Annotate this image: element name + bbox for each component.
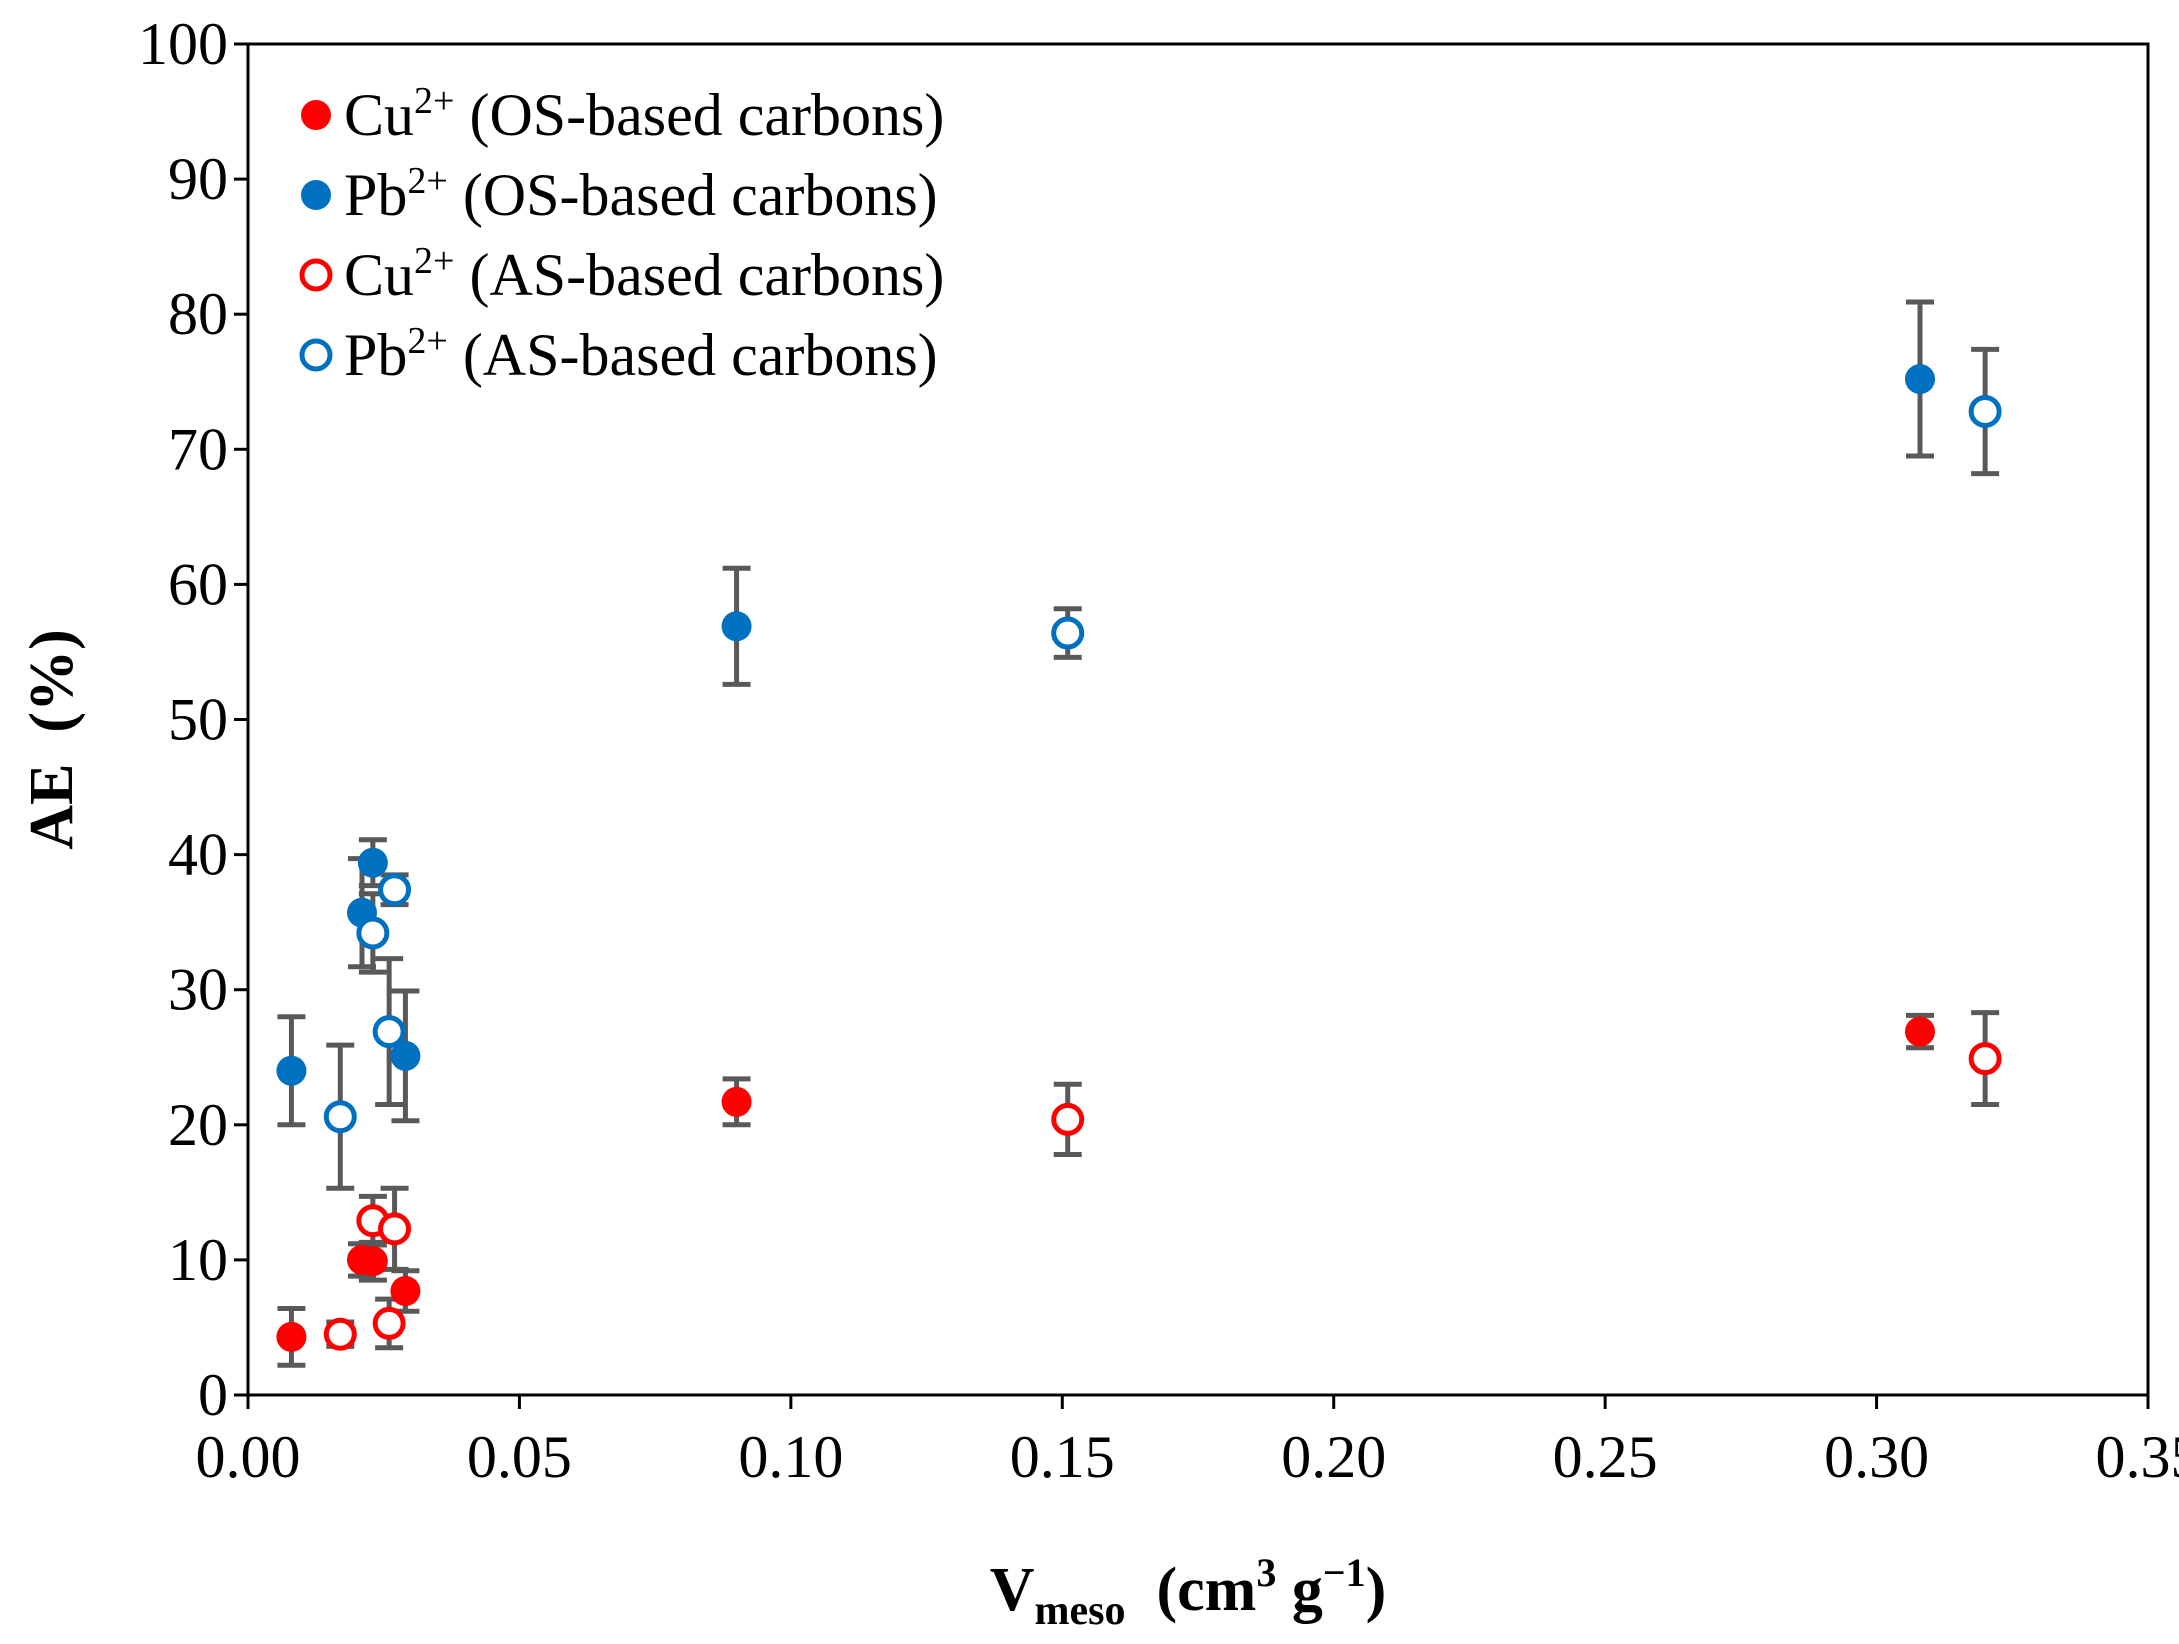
x-tick-label: 0.30	[1824, 1424, 1929, 1490]
point-pb-os	[721, 611, 752, 642]
y-tick-label: 100	[138, 11, 228, 77]
point-cu-os	[357, 1246, 388, 1277]
point-pb-as	[372, 1015, 406, 1049]
point-pb-as	[356, 916, 390, 950]
legend-label: Cu2+ (AS-based carbons)	[344, 240, 944, 308]
point-cu-as	[1051, 1102, 1085, 1136]
y-axis-ticks: 0 10 20 30 40 50 60 70 80 90 100	[138, 11, 248, 1428]
legend-label: Cu2+ (OS-based carbons)	[344, 80, 944, 148]
y-axis-title: AE (%)	[18, 629, 86, 849]
x-tick-label: 0.15	[1010, 1424, 1115, 1490]
legend-marker	[299, 258, 333, 292]
point-pb-os	[390, 1040, 421, 1071]
legend-item: Pb2+ (OS-based carbons)	[301, 160, 938, 228]
plot-area-frame	[246, 42, 2150, 1397]
x-tick-label: 0.00	[196, 1424, 301, 1490]
point-pb-as	[378, 873, 412, 907]
y-tick-label: 0	[198, 1362, 228, 1428]
point-pb-as	[1051, 616, 1085, 650]
legend-item: Cu2+ (AS-based carbons)	[299, 240, 944, 308]
y-tick-label: 90	[168, 146, 228, 212]
y-tick-label: 50	[168, 687, 228, 753]
point-cu-os	[721, 1086, 752, 1117]
y-tick-label: 40	[168, 822, 228, 888]
point-pb-os	[276, 1055, 307, 1086]
point-cu-as	[1968, 1042, 2002, 1076]
point-cu-as	[378, 1212, 412, 1246]
legend-label: Pb2+ (AS-based carbons)	[344, 320, 938, 388]
legend-marker	[301, 100, 331, 130]
legend: Cu2+ (OS-based carbons) Pb2+ (OS-based ca…	[299, 80, 944, 388]
legend-marker	[299, 338, 333, 372]
point-pb-os	[1905, 364, 1935, 395]
y-tick-label: 70	[168, 416, 228, 482]
y-tick-label: 20	[168, 1092, 228, 1158]
x-tick-label: 0.25	[1553, 1424, 1658, 1490]
point-cu-as	[372, 1306, 406, 1340]
legend-item: Cu2+ (OS-based carbons)	[301, 80, 944, 148]
x-tick-label: 0.35	[2096, 1424, 2179, 1490]
y-tick-label: 80	[168, 281, 228, 347]
legend-marker	[301, 180, 331, 210]
legend-label: Pb2+ (OS-based carbons)	[344, 160, 938, 228]
x-axis-ticks: 0.00 0.05 0.10 0.15 0.20 0.25 0.30 0.35	[196, 1395, 2179, 1490]
point-pb-as	[1968, 394, 2002, 428]
point-cu-os	[390, 1275, 421, 1306]
x-tick-label: 0.05	[467, 1424, 572, 1490]
x-axis-title: Vmeso (cm3 g−1)	[990, 1550, 1387, 1634]
point-cu-os	[276, 1321, 307, 1352]
y-tick-label: 30	[168, 957, 228, 1023]
point-cu-as	[323, 1317, 357, 1351]
legend-item: Pb2+ (AS-based carbons)	[299, 320, 938, 388]
x-tick-label: 0.20	[1281, 1424, 1386, 1490]
point-pb-as	[323, 1100, 357, 1134]
x-tick-label: 0.10	[738, 1424, 843, 1490]
data-points	[276, 364, 2002, 1352]
point-cu-os	[1905, 1016, 1935, 1047]
y-tick-label: 60	[168, 551, 228, 617]
point-pb-os	[357, 847, 388, 878]
y-tick-label: 10	[168, 1227, 228, 1293]
